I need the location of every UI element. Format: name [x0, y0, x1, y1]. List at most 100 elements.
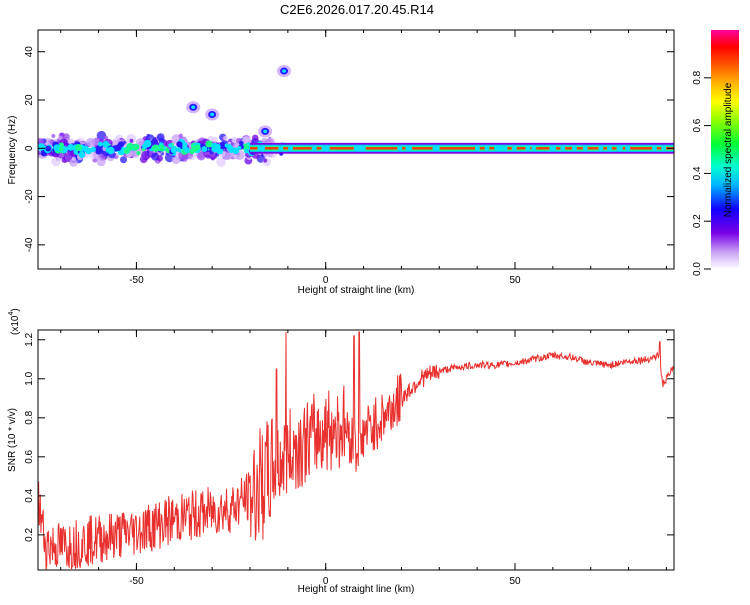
- spectral-core-blob: [105, 147, 112, 153]
- ridge-blip: [321, 145, 327, 151]
- spectral-core-blob: [239, 141, 244, 146]
- ridge-blip: [560, 145, 566, 151]
- spectrogram-axes: -50 0 50 -40 -20 0 20 40: [24, 30, 674, 286]
- ridge-blip: [494, 145, 500, 151]
- snr-axes: -50 0 50 0.2 0.4 0.6 0.8 1.0 1.2: [24, 330, 674, 587]
- spectral-core-blob: [58, 142, 65, 148]
- ridge-blip: [354, 145, 360, 151]
- spectrogram-ytick-label: 0: [24, 145, 35, 151]
- spectral-core-blob: [132, 143, 140, 151]
- ridge-blip: [651, 145, 657, 151]
- spectral-blob: [232, 154, 237, 159]
- spectral-blob: [86, 137, 96, 148]
- isolated-blob-core: [282, 69, 287, 73]
- isolated-blob-core: [191, 105, 196, 109]
- spectral-core-blob: [95, 149, 101, 155]
- spectral-blob: [71, 156, 76, 161]
- spectral-blob: [158, 137, 165, 144]
- spectral-core-blob: [211, 142, 219, 150]
- spectral-core-blob: [75, 144, 83, 152]
- spectral-core-blob: [224, 143, 229, 148]
- spectral-blob: [263, 153, 268, 157]
- snr-ytick-label: 0.2: [24, 527, 35, 541]
- spectral-blob: [58, 135, 63, 141]
- ridge-blip: [598, 145, 604, 151]
- spectrogram-xlabel: Height of straight line (km): [298, 285, 415, 296]
- spectral-blob: [51, 133, 56, 139]
- spectral-blob: [227, 141, 232, 146]
- spectral-core-blob: [170, 147, 177, 154]
- ridge-blip: [531, 145, 537, 151]
- ridge-blip: [502, 145, 508, 151]
- spectral-blob: [129, 138, 134, 143]
- spectral-blob: [261, 137, 268, 144]
- snr-scale-suffix: ): [10, 308, 21, 311]
- spectral-blob: [151, 138, 159, 147]
- spectral-blob: [223, 135, 229, 141]
- spectral-blob: [196, 152, 206, 161]
- ridge-blip: [360, 145, 366, 151]
- snr-scale-label: (x10: [10, 315, 21, 335]
- svg-text:(x104): (x104): [8, 308, 21, 335]
- spectral-core-blob: [228, 146, 235, 153]
- spectral-blob: [263, 158, 268, 163]
- spectral-blob: [211, 157, 215, 161]
- ridge-blip: [311, 145, 317, 151]
- ridge-blip: [551, 145, 557, 151]
- ridge-blip: [625, 145, 631, 151]
- spectral-blob: [68, 138, 75, 145]
- spectral-core-blob: [176, 141, 183, 148]
- spectral-core-blob: [136, 150, 141, 156]
- main-ridge: [250, 147, 674, 150]
- snr-scale-note: (x104): [8, 308, 21, 335]
- spectrogram-xtick-label: 0: [323, 275, 329, 286]
- spectral-core-blob: [205, 140, 213, 148]
- isolated-blob-core: [263, 129, 268, 134]
- spectral-core-blob: [182, 144, 188, 150]
- spectral-core-blob: [165, 148, 169, 152]
- chart-title: C2E6.2026.017.20.45.R14: [280, 2, 434, 17]
- spectral-core-blob: [201, 146, 208, 152]
- spectral-blob: [156, 155, 163, 162]
- spectral-core-blob: [78, 151, 86, 158]
- colorbar-tick-label: 0.2: [692, 214, 703, 228]
- colorbar: [711, 30, 739, 269]
- ridge-blip: [661, 145, 667, 151]
- spectral-core-blob: [45, 145, 52, 152]
- spectrogram-ylabel: Frequency (Hz): [7, 116, 18, 185]
- ridge-blip: [288, 145, 294, 151]
- spectral-blob: [165, 152, 170, 157]
- spectrogram-ytick-label: -20: [24, 189, 35, 204]
- ridge-blip: [484, 145, 490, 151]
- spectral-core-blob: [152, 144, 160, 152]
- spectral-blob: [51, 157, 61, 167]
- spectrogram-ytick-label: 40: [24, 46, 35, 58]
- colorbar-tick-label: 0.4: [692, 166, 703, 180]
- snr-ylabel: SNR (10 * v/v): [7, 408, 18, 472]
- ridge-blip: [571, 145, 577, 151]
- spectral-core-blob: [67, 143, 75, 151]
- snr-line: [38, 331, 674, 570]
- spectral-core-blob: [58, 146, 64, 152]
- isolated-blob-core: [210, 112, 215, 117]
- colorbar-label: Normalized spectral amplitude: [723, 82, 734, 217]
- spectral-core-blob: [102, 140, 110, 148]
- snr-marks: [38, 331, 674, 570]
- spectral-blob: [69, 158, 78, 167]
- ridge-blip: [582, 145, 588, 151]
- snr-ytick-label: 0.6: [24, 449, 35, 463]
- snr-xlabel: Height of straight line (km): [298, 584, 415, 595]
- colorbar-tick-label: 0.8: [692, 70, 703, 84]
- ridge-blip: [397, 145, 403, 151]
- spectrogram-frame: [37, 29, 675, 270]
- snr-ytick-label: 1.2: [24, 332, 35, 346]
- ridge-blip: [511, 145, 517, 151]
- spectrogram-xtick-label: -50: [129, 275, 144, 286]
- spectral-core-blob: [219, 141, 227, 150]
- ridge-blip: [259, 145, 265, 151]
- spectral-blob: [120, 156, 128, 164]
- spectral-blob: [96, 157, 106, 167]
- snr-ytick-label: 0.8: [24, 410, 35, 424]
